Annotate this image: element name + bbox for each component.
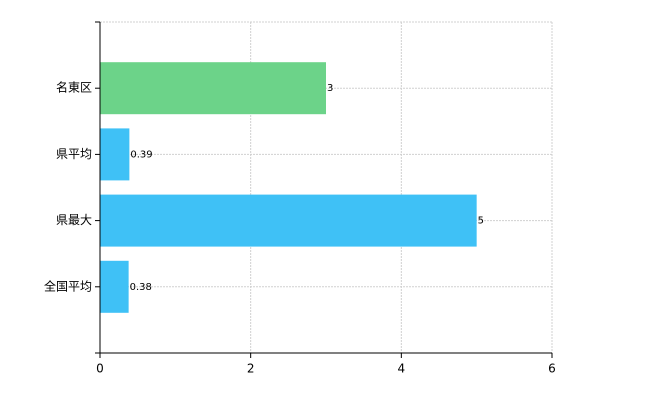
y-tick-label: 名東区	[56, 80, 92, 95]
value-label: 3	[327, 83, 333, 94]
y-tick-label: 県最大	[56, 213, 92, 227]
x-tick-label: 2	[247, 362, 255, 376]
x-tick-label: 0	[96, 362, 104, 376]
bar	[100, 62, 326, 115]
x-tick-label: 6	[548, 362, 556, 376]
value-label: 5	[478, 216, 484, 227]
x-tick-label: 4	[398, 362, 406, 376]
y-tick-label: 全国平均	[44, 278, 92, 293]
bar	[100, 194, 477, 247]
value-label: 0.38	[130, 282, 152, 293]
bar	[100, 128, 130, 181]
bar	[100, 260, 129, 313]
y-tick-label: 県平均	[56, 147, 92, 161]
value-label: 0.39	[130, 149, 152, 160]
